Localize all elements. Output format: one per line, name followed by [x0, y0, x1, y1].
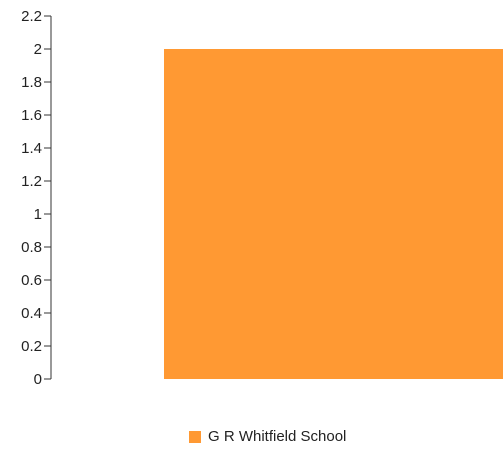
legend-swatch [189, 430, 201, 443]
bar [164, 49, 503, 379]
y-tick-label: 1.8 [21, 74, 42, 91]
y-tick-label: 1.6 [21, 107, 42, 124]
y-tick-label: 2 [34, 41, 42, 58]
y-tick-label: 2.2 [21, 8, 42, 25]
y-tick-label: 0.6 [21, 272, 42, 289]
y-tick-label: 1.2 [21, 173, 42, 190]
y-axis: 0 0.2 0.4 0.6 0.8 1 1.2 1.4 1.6 1.8 2 2.2 [21, 8, 52, 388]
y-tick-label: 1.4 [21, 140, 42, 157]
legend: G R Whitfield School [189, 428, 346, 445]
legend-label: G R Whitfield School [208, 428, 347, 445]
y-tick-label: 0.8 [21, 239, 42, 256]
y-tick-label: 0 [34, 371, 42, 388]
y-tick-label: 0.4 [21, 305, 42, 322]
y-tick-label: 0.2 [21, 338, 42, 355]
bars [164, 49, 503, 379]
y-tick-label: 1 [34, 206, 42, 223]
